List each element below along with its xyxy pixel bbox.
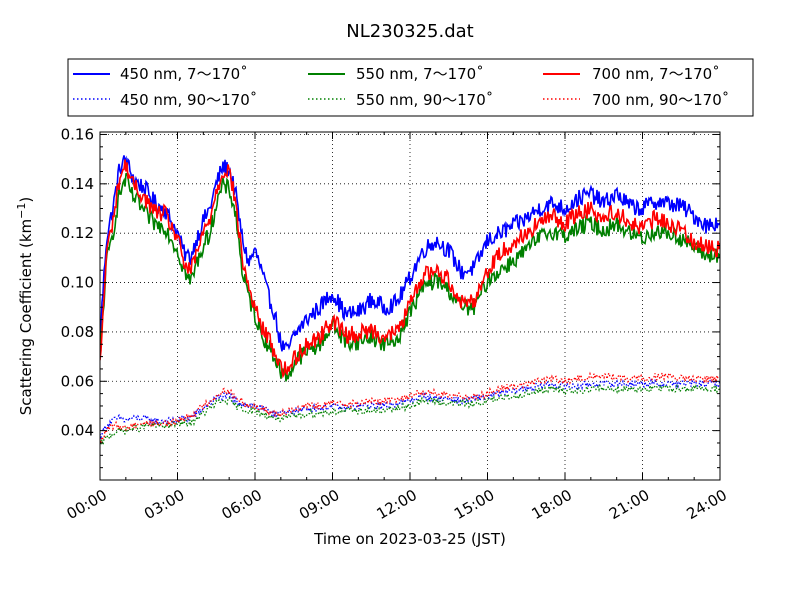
y-tick-label: 0.08	[61, 323, 94, 341]
y-tick-label: 0.04	[61, 422, 94, 440]
y-axis-label-main: Scattering Coefficient (km	[17, 219, 35, 415]
series-line-5	[100, 159, 720, 379]
legend-label-700-back: 700 nm, 90～170˚	[592, 91, 729, 109]
y-axis-label-close: )	[17, 197, 35, 203]
series-line-4	[100, 383, 720, 445]
legend-label-550-back: 550 nm, 90～170˚	[356, 91, 493, 109]
x-axis-label: Time on 2023-03-25 (JST)	[313, 530, 506, 548]
y-tick-label: 0.12	[61, 224, 94, 242]
chart-title: NL230325.dat	[346, 21, 473, 42]
y-tick-labels: 0.04 0.06 0.08 0.10 0.12 0.14 0.16	[61, 125, 94, 439]
y-axis-label: Scattering Coefficient (km−1)	[15, 197, 35, 416]
y-tick-label: 0.10	[61, 274, 94, 292]
legend-label-450-full: 450 nm, 7～170˚	[120, 65, 248, 83]
y-tick-label: 0.06	[61, 372, 94, 390]
legend-box	[67, 58, 754, 117]
series-line-1	[100, 155, 720, 352]
y-tick-label: 0.14	[61, 175, 94, 193]
y-axis-label-superscript: −1	[15, 203, 28, 219]
y-tick-label: 0.16	[61, 125, 94, 143]
legend: 450 nm, 7～170˚ 450 nm, 90～170˚ 550 nm, 7…	[67, 58, 754, 117]
series-line-2	[100, 378, 720, 440]
series-line-6	[100, 370, 720, 444]
legend-label-700-full: 700 nm, 7～170˚	[592, 65, 720, 83]
plot-area-frame	[99, 131, 721, 481]
series-line-3	[100, 172, 720, 382]
legend-label-450-back: 450 nm, 90～170˚	[120, 91, 257, 109]
series-layer	[100, 155, 720, 445]
legend-label-550-full: 550 nm, 7～170˚	[356, 65, 484, 83]
